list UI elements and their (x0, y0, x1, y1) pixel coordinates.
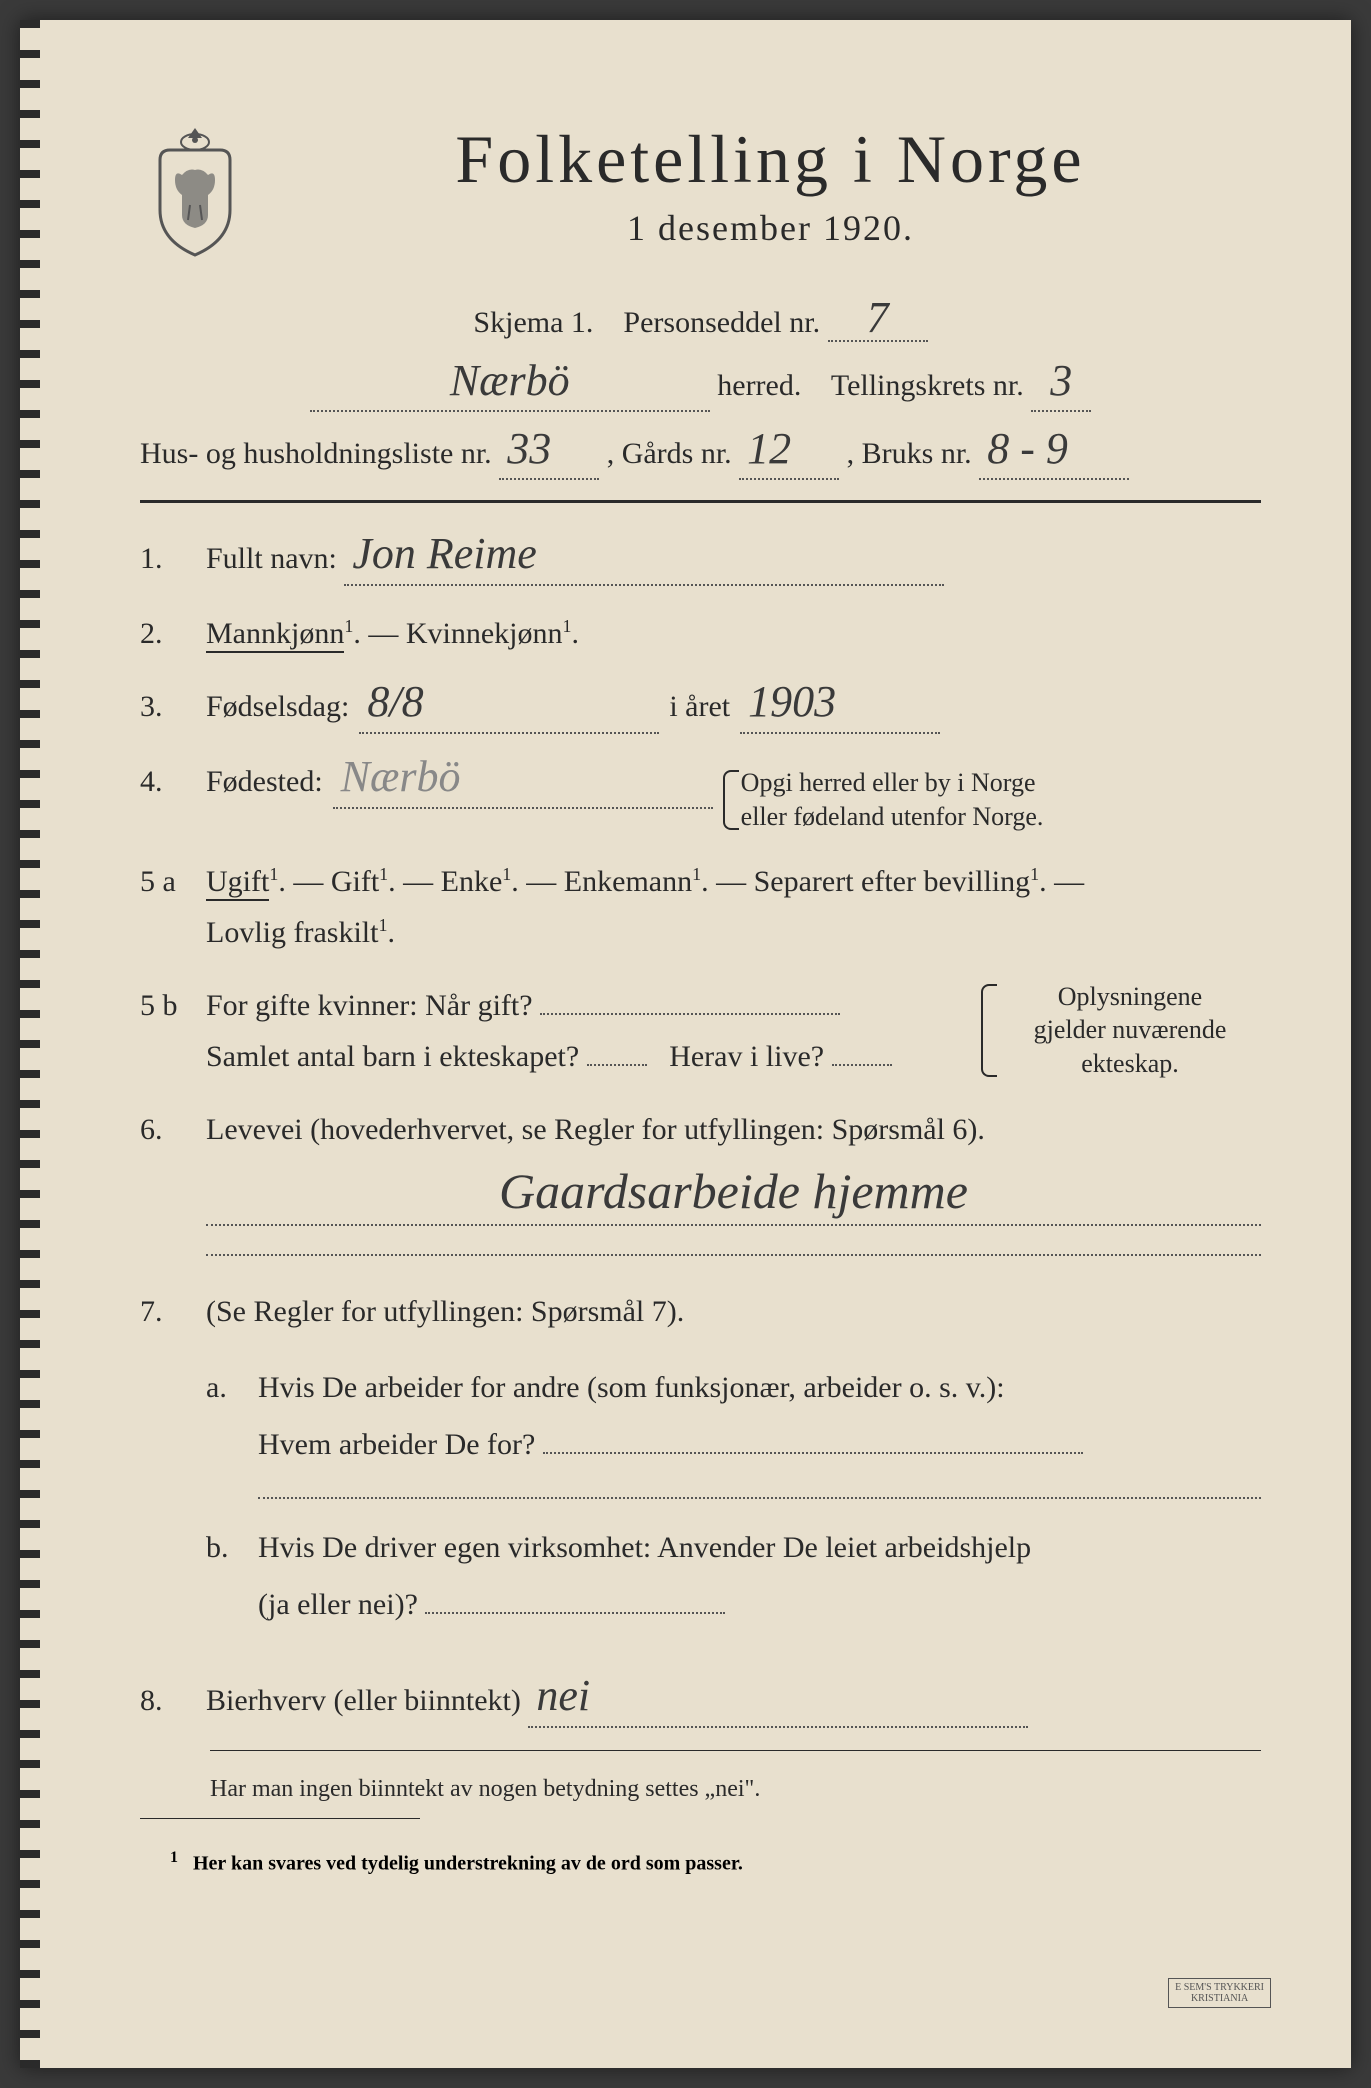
question-4: 4. Fødested: Nærbö Opgi herred eller by … (140, 756, 1261, 834)
birthplace-value: Nærbö (341, 759, 461, 794)
q-num: 3. (140, 681, 190, 732)
husliste-value: 33 (507, 431, 551, 466)
q-num: 5 a (140, 856, 190, 907)
tellingskrets-label: Tellingskrets nr. (831, 369, 1024, 402)
married-when-field (540, 1013, 840, 1015)
q4-label: Fødested: (206, 756, 323, 807)
question-3: 3. Fødselsdag: 8/8 i året 1903 (140, 681, 1261, 734)
employer-field-2 (258, 1497, 1261, 1499)
full-name-value: Jon Reime (352, 536, 536, 571)
option-fraskilt: Lovlig fraskilt (206, 916, 378, 949)
herred-label: herred. (717, 369, 801, 402)
children-total-field (587, 1064, 647, 1066)
question-5b: 5 b Oplysningene gjelder nuværende ektes… (140, 980, 1261, 1082)
divider-thin (210, 1750, 1261, 1751)
divider (140, 500, 1261, 503)
q-num: 1. (140, 533, 190, 584)
form-meta-line-3: Hus- og husholdningsliste nr. 33 , Gårds… (140, 430, 1261, 480)
form-meta-line-1: Skjema 1. Personseddel nr. 7 (140, 300, 1261, 342)
option-ugift: Ugift (206, 865, 269, 901)
employer-field (543, 1452, 1083, 1454)
q7b-text1: Hvis De driver egen virksomhet: Anvender… (258, 1531, 1031, 1564)
q3-year-label: i året (669, 681, 730, 732)
question-7a: a. Hvis De arbeider for andre (som funks… (206, 1359, 1261, 1499)
option-mann: Mannkjønn (206, 617, 344, 653)
personseddel-value: 7 (867, 300, 889, 335)
occupation-line-2 (206, 1254, 1261, 1256)
tellingskrets-value: 3 (1050, 363, 1072, 398)
question-8: 8. Bierhverv (eller biinntekt) nei (140, 1675, 1261, 1728)
q7-label: (Se Regler for utfyllingen: Spørsmål 7). (206, 1286, 1261, 1337)
question-7b: b. Hvis De driver egen virksomhet: Anven… (206, 1519, 1261, 1633)
q7a-text2: Hvem arbeider De for? (258, 1428, 535, 1461)
bruks-value: 8 - 9 (987, 431, 1068, 466)
census-form-page: Folketelling i Norge 1 desember 1920. Sk… (20, 20, 1351, 2068)
personseddel-label: Personseddel nr. (623, 306, 820, 339)
q1-label: Fullt navn: (206, 542, 337, 575)
q7a-text1: Hvis De arbeider for andre (som funksjon… (258, 1371, 1005, 1404)
option-separert: Separert efter bevilling (754, 865, 1031, 898)
q8-label: Bierhverv (eller biinntekt) (206, 1684, 521, 1717)
children-alive-field (832, 1064, 892, 1066)
q-num: 6. (140, 1104, 190, 1155)
q-num: 5 b (140, 980, 190, 1031)
skjema-label: Skjema 1. (473, 306, 593, 339)
header: Folketelling i Norge 1 desember 1920. (140, 120, 1261, 260)
birthyear-value: 1903 (748, 684, 836, 719)
sub-letter: a. (206, 1359, 242, 1499)
q6-label: Levevei (hovederhvervet, se Regler for u… (206, 1113, 985, 1146)
bruks-label: , Bruks nr. (847, 437, 972, 470)
sub-letter: b. (206, 1519, 242, 1633)
q5b-line1: For gifte kvinner: Når gift? (206, 989, 533, 1022)
q5b-line2b: Herav i live? (669, 1040, 824, 1073)
option-kvinne: Kvinnekjønn (406, 617, 563, 650)
question-2: 2. Mannkjønn1. — Kvinnekjønn1. (140, 608, 1261, 659)
census-date: 1 desember 1920. (280, 207, 1261, 249)
gards-label: , Gårds nr. (607, 437, 732, 470)
coat-of-arms-icon (140, 120, 250, 260)
question-7: 7. (Se Regler for utfyllingen: Spørsmål … (140, 1286, 1261, 1653)
occupation-value: Gaardsarbeide hjemme (499, 1171, 968, 1211)
q-num: 8. (140, 1675, 190, 1726)
q4-note: Opgi herred eller by i Norge eller fødel… (723, 766, 1044, 834)
gards-value: 12 (747, 431, 791, 466)
printer-stamp: E SEM'S TRYKKERI KRISTIANIA (1168, 1978, 1271, 2008)
option-enke: Enke (441, 865, 503, 898)
question-5a: 5 a Ugift1. — Gift1. — Enke1. — Enkemann… (140, 856, 1261, 958)
q-num: 4. (140, 756, 190, 807)
husliste-label: Hus- og husholdningsliste nr. (140, 437, 492, 470)
hired-help-field (425, 1612, 725, 1614)
question-1: 1. Fullt navn: Jon Reime (140, 533, 1261, 586)
q3-label: Fødselsdag: (206, 681, 349, 732)
q7b-text2: (ja eller nei)? (258, 1588, 418, 1621)
q-num: 7. (140, 1286, 190, 1337)
option-enkemann: Enkemann (564, 865, 692, 898)
form-meta-line-2: Nærbö herred. Tellingskrets nr. 3 (140, 362, 1261, 412)
q5b-note: Oplysningene gjelder nuværende ekteskap. (981, 980, 1261, 1081)
q-num: 2. (140, 608, 190, 659)
title-block: Folketelling i Norge 1 desember 1920. (280, 120, 1261, 249)
q5b-line2a: Samlet antal barn i ekteskapet? (206, 1040, 579, 1073)
divider-thin (140, 1818, 420, 1819)
question-6: 6. Levevei (hovederhvervet, se Regler fo… (140, 1104, 1261, 1256)
footnote-nei: Har man ingen biinntekt av nogen betydni… (210, 1776, 1261, 1803)
footnote-bottom: 1 Her kan svares ved tydelig understrekn… (140, 1849, 1261, 1876)
bierhverv-value: nei (536, 1678, 590, 1713)
main-title: Folketelling i Norge (280, 120, 1261, 199)
herred-value: Nærbö (450, 363, 570, 398)
birthday-value: 8/8 (367, 684, 423, 719)
option-gift: Gift (331, 865, 379, 898)
